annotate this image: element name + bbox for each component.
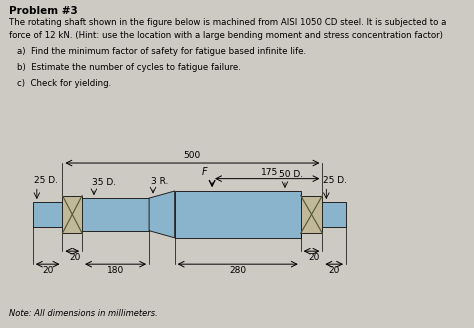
Text: 180: 180 [107,266,124,275]
Text: 25 D.: 25 D. [323,176,347,185]
Bar [63,195,82,233]
Text: a)  Find the minimum factor of safety for fatigue based infinite life.: a) Find the minimum factor of safety for… [17,47,306,56]
Text: F: F [202,167,207,177]
Polygon shape [149,191,175,238]
Text: Problem #3: Problem #3 [9,6,78,16]
Text: 500: 500 [184,152,201,160]
Text: force of 12 kN. (Hint: use the location with a large bending moment and stress c: force of 12 kN. (Hint: use the location … [9,31,443,40]
Text: b)  Estimate the number of cycles to fatigue failure.: b) Estimate the number of cycles to fati… [17,63,241,72]
Text: Note: All dimensions in millimeters.: Note: All dimensions in millimeters. [9,310,158,318]
Bar [301,195,322,233]
Bar [82,198,149,231]
Text: c)  Check for yielding.: c) Check for yielding. [17,79,111,89]
Text: 35 D.: 35 D. [92,178,116,187]
Text: 20: 20 [308,253,319,262]
Text: 3 R.: 3 R. [151,177,168,186]
Text: The rotating shaft shown in the figure below is machined from AISI 1050 CD steel: The rotating shaft shown in the figure b… [9,18,447,27]
Bar [322,202,346,227]
Text: 20: 20 [42,266,54,275]
Text: 50 D.: 50 D. [279,170,303,179]
Bar [33,202,63,227]
Text: 20: 20 [328,266,340,275]
Text: 280: 280 [229,266,246,275]
Text: 25 D.: 25 D. [34,176,58,185]
Text: 175: 175 [261,168,278,177]
Bar [175,191,301,238]
Text: 20: 20 [70,253,81,262]
